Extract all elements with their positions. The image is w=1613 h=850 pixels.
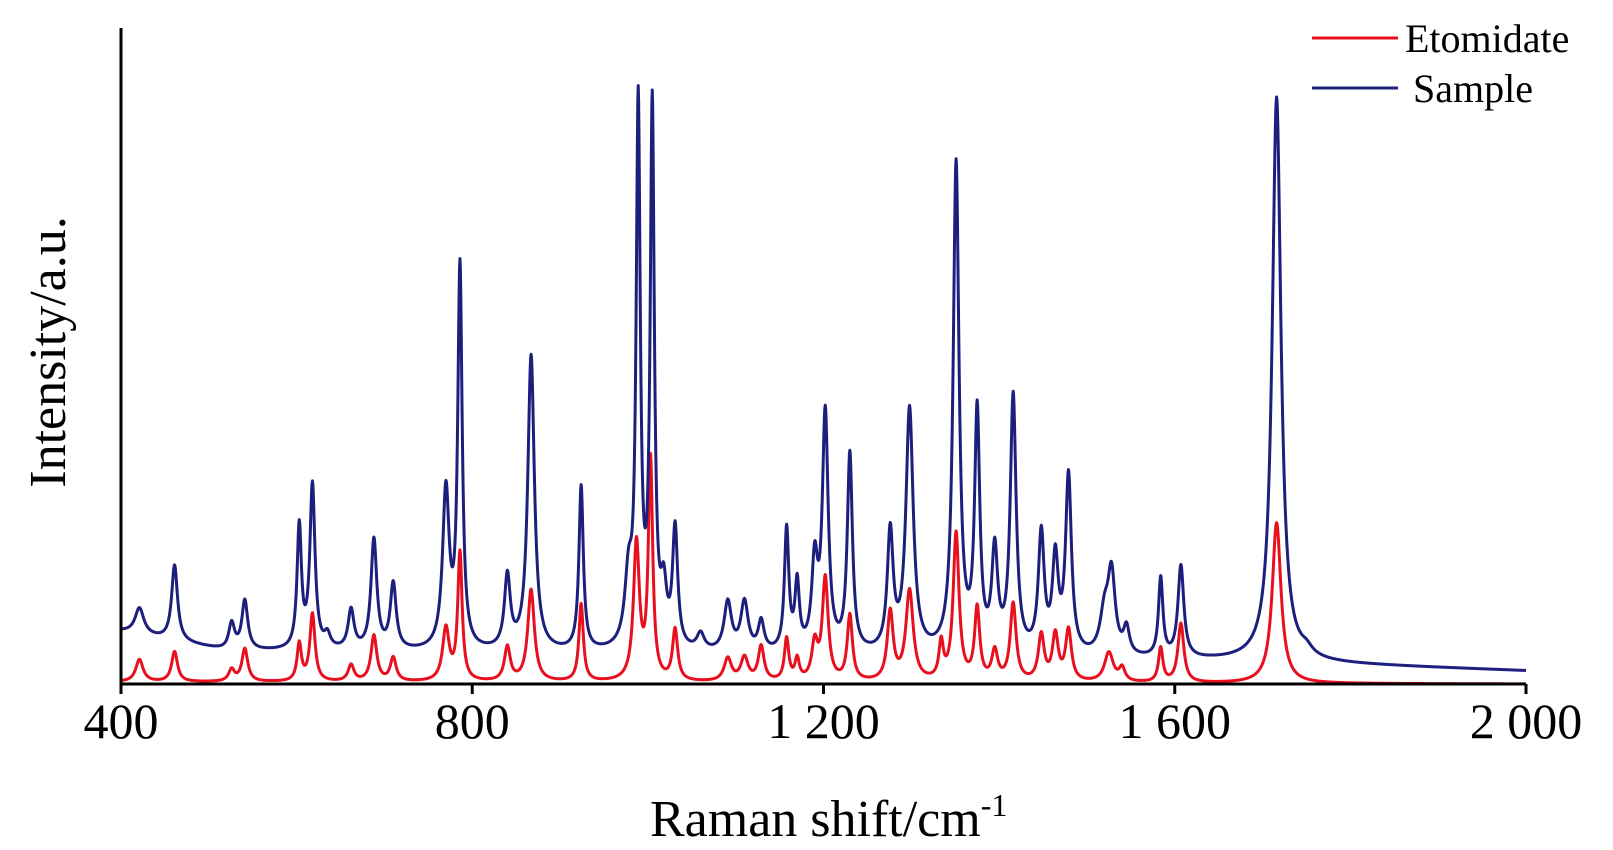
- x-tick-label: 400: [84, 693, 159, 749]
- x-tick-label: 800: [435, 693, 510, 749]
- x-axis-ticks: 400 800 1 200 1 600 2 000: [84, 684, 1583, 749]
- legend-label-etomidate: Etomidate: [1405, 16, 1569, 61]
- x-axis-title-superscript: -1: [981, 787, 1008, 823]
- series-line-sample: [119, 84, 1528, 672]
- x-axis-title-main: Raman shift/cm: [650, 791, 981, 848]
- series-line-etomidate: [119, 451, 1528, 686]
- x-tick-label: 2 000: [1470, 693, 1583, 749]
- x-tick-label: 1 200: [767, 693, 880, 749]
- legend-label-sample: Sample: [1413, 66, 1533, 111]
- plot-series: [119, 84, 1528, 686]
- y-axis-title: Intensity/a.u.: [20, 216, 77, 488]
- x-tick-label: 1 600: [1119, 693, 1232, 749]
- x-axis-title: Raman shift/cm-1: [650, 787, 1007, 848]
- legend: Etomidate Sample: [1312, 16, 1569, 111]
